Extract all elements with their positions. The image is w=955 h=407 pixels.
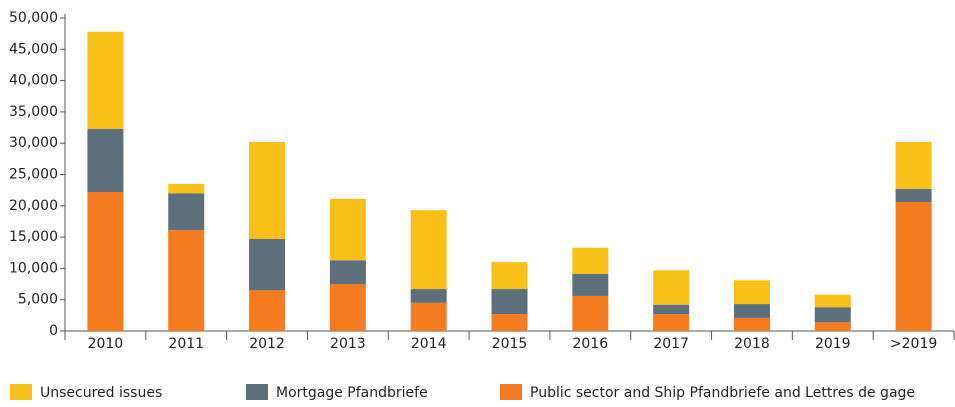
bar-segment <box>491 262 528 290</box>
bar-segment <box>168 193 205 231</box>
y-tick-label: 5,000 <box>18 292 58 308</box>
legend-label: Unsecured issues <box>40 385 162 401</box>
bar-segment <box>410 302 447 331</box>
x-tick-label: 2018 <box>734 336 770 352</box>
x-tick-label: 2010 <box>88 336 124 352</box>
y-tick-label: 0 <box>49 323 58 339</box>
legend-swatch <box>10 384 32 400</box>
x-tick-label: 2016 <box>572 336 608 352</box>
bar-segment <box>329 198 366 261</box>
y-tick-label: 50,000 <box>9 10 58 26</box>
bar-segment <box>572 247 609 275</box>
y-tick-label: 25,000 <box>9 167 58 183</box>
x-tick-label: 2014 <box>411 336 447 352</box>
bar-segment <box>814 294 851 308</box>
bar-segment <box>733 280 770 305</box>
bar-segment <box>653 314 690 331</box>
bar-segment <box>895 141 932 189</box>
bar-segment <box>329 260 366 285</box>
bar-segment <box>653 270 690 305</box>
bar-segment <box>814 307 851 323</box>
bar-segment <box>733 317 770 331</box>
bar-segment <box>895 188 932 203</box>
bar-segment <box>87 192 124 331</box>
bar-segment <box>87 128 124 193</box>
bar-segment <box>653 304 690 315</box>
x-tick-label: >2019 <box>890 336 937 352</box>
legend-swatch <box>500 384 522 400</box>
y-tick-label: 45,000 <box>9 41 58 57</box>
legend-label: Public sector and Ship Pfandbriefe and L… <box>530 385 915 401</box>
bar-segment <box>895 202 932 331</box>
bar-segment <box>410 210 447 290</box>
y-tick-label: 30,000 <box>9 135 58 151</box>
y-tick-label: 15,000 <box>9 229 58 245</box>
y-tick-label: 35,000 <box>9 104 58 120</box>
x-tick-label: 2017 <box>653 336 689 352</box>
x-tick-label: 2019 <box>815 336 851 352</box>
y-tick-label: 10,000 <box>9 260 58 276</box>
bar-segment <box>249 290 286 331</box>
bar-segment <box>329 284 366 331</box>
bar-segment <box>168 183 205 194</box>
bar-segment <box>249 141 286 239</box>
bar-segment <box>249 238 286 291</box>
bar-segment <box>491 289 528 315</box>
x-tick-label: 2013 <box>330 336 366 352</box>
bar-segment <box>410 289 447 303</box>
bar-segment <box>733 304 770 318</box>
bar-segment <box>491 314 528 331</box>
x-tick-label: 2012 <box>249 336 285 352</box>
y-tick-label: 20,000 <box>9 198 58 214</box>
bar-segment <box>572 274 609 296</box>
x-tick-label: 2015 <box>492 336 528 352</box>
bar-segment <box>572 295 609 331</box>
bar-segment <box>814 322 851 331</box>
legend-swatch <box>246 384 268 400</box>
y-tick-label: 40,000 <box>9 73 58 89</box>
bar-segment <box>168 230 205 331</box>
legend-label: Mortgage Pfandbriefe <box>276 385 428 401</box>
x-tick-label: 2011 <box>168 336 204 352</box>
bar-segment <box>87 31 124 129</box>
